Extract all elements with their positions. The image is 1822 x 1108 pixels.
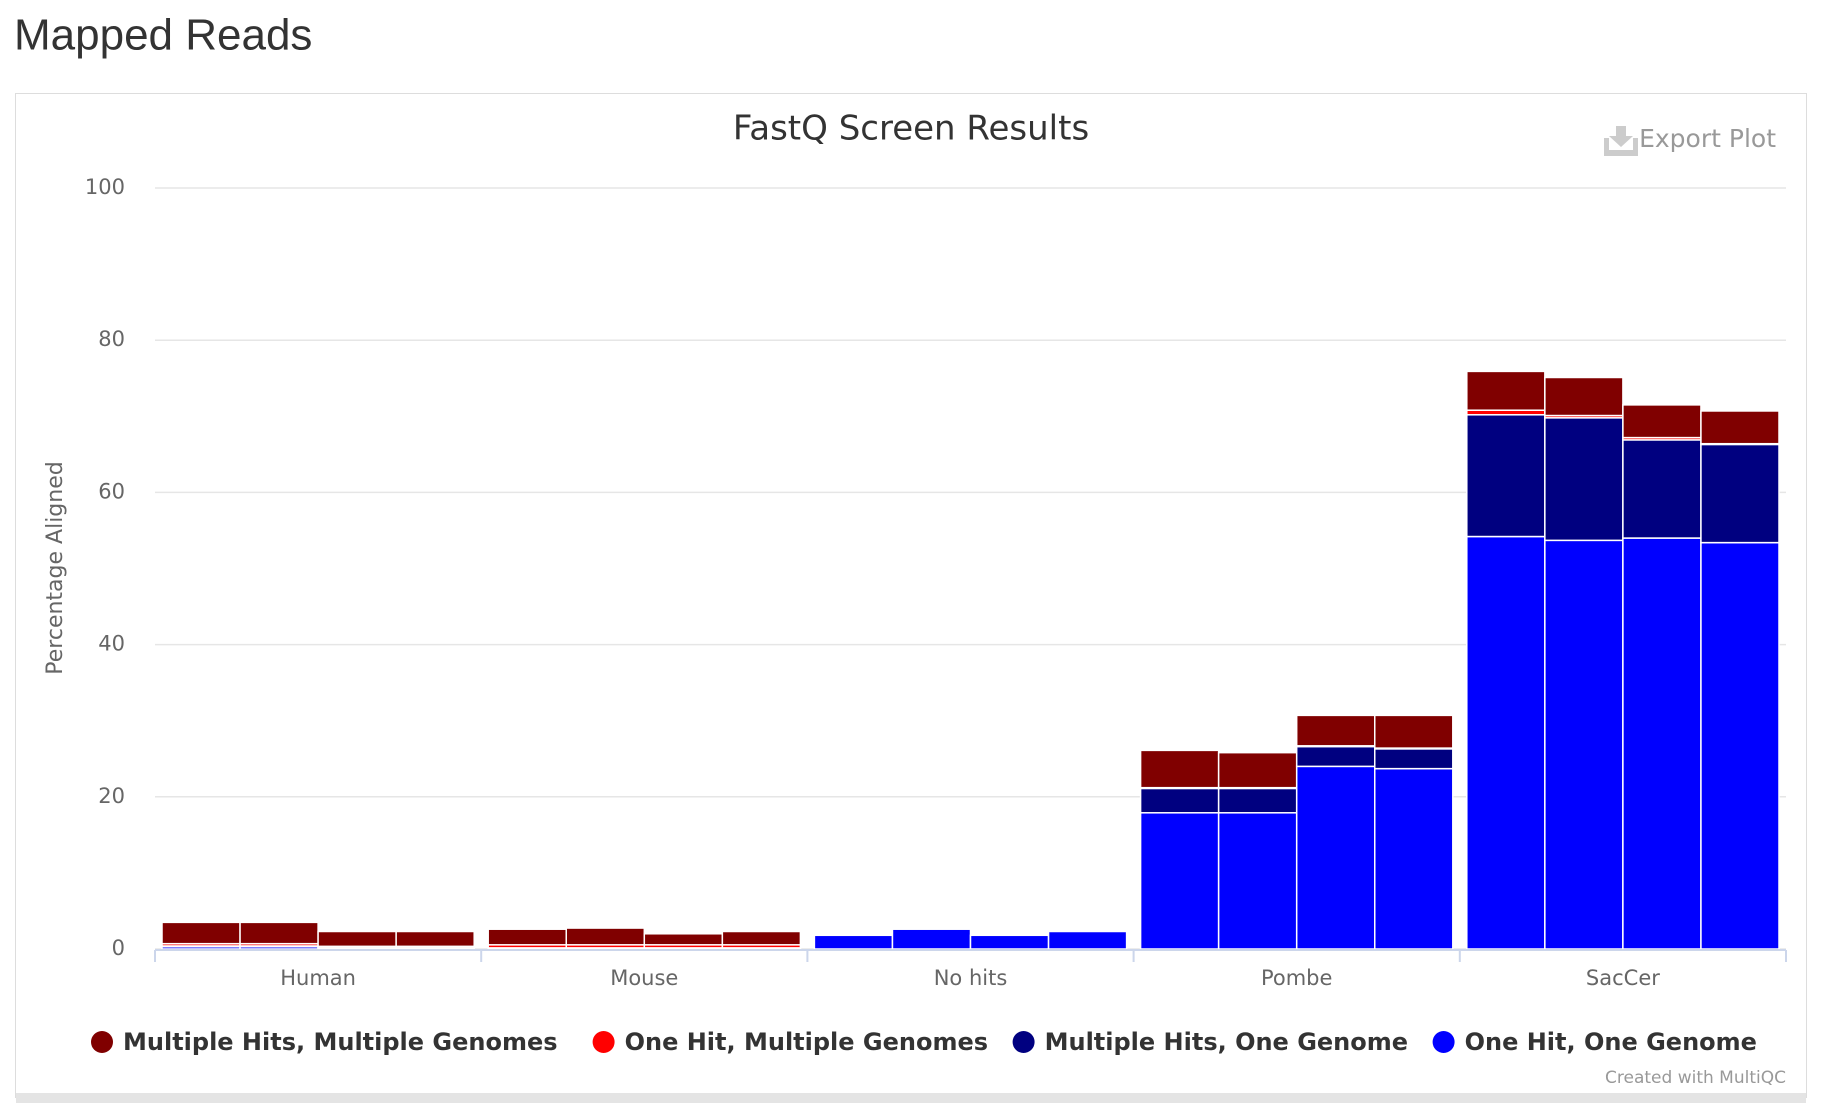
bar-segment [1217, 812, 1298, 950]
legend-label[interactable]: Multiple Hits, One Genome [1045, 1028, 1408, 1056]
bar-segment [1466, 535, 1546, 950]
bar-segment [395, 930, 475, 948]
bar-segment [1295, 765, 1376, 950]
export-button[interactable]: Export Plot [1639, 124, 1776, 153]
legend-label[interactable]: Multiple Hits, Multiple Genomes [123, 1028, 558, 1056]
bar-segment [891, 928, 972, 950]
bar-segment [1466, 370, 1546, 411]
bar-segment [813, 934, 894, 950]
bar-segment [1047, 930, 1128, 950]
y-tick-label: 20 [98, 784, 125, 808]
bar-segment [1544, 539, 1624, 950]
bar-segment [239, 921, 319, 945]
bar-segment [721, 930, 802, 946]
bar-segment [1622, 537, 1702, 950]
legend-marker [1012, 1031, 1035, 1053]
legend-marker [91, 1031, 113, 1053]
x-tick-label: Mouse [610, 966, 678, 990]
legend-label[interactable]: One Hit, Multiple Genomes [625, 1028, 988, 1056]
bar-segment [161, 921, 241, 945]
bar-segment [1544, 417, 1624, 542]
bar-segment [1374, 767, 1454, 950]
y-tick-label: 100 [85, 175, 125, 199]
bar-segment [1544, 376, 1624, 417]
legend-marker [1432, 1031, 1455, 1053]
credit: Created with MultiQC [1605, 1068, 1786, 1088]
bar-segment [1217, 751, 1298, 789]
bar-segment [969, 934, 1050, 950]
y-axis-label: Percentage Aligned [43, 461, 68, 674]
bar-segment [1622, 404, 1702, 439]
bar-segment [1295, 745, 1376, 768]
export-icon[interactable] [1604, 126, 1638, 156]
bar-segment [1217, 787, 1298, 814]
bar-segment [1374, 714, 1454, 749]
x-tick-label: Pombe [1261, 966, 1332, 990]
bar-segment [1139, 749, 1220, 789]
chart-title: FastQ Screen Results [733, 109, 1089, 149]
x-tick-label: No hits [934, 966, 1008, 990]
bar-segment [1466, 414, 1546, 538]
bar-segment [1700, 410, 1780, 445]
x-tick-label: Human [280, 966, 356, 990]
legend-marker [592, 1031, 615, 1053]
resize-bar[interactable] [16, 1093, 1806, 1103]
bar-segment [317, 930, 397, 948]
y-tick-label: 60 [98, 479, 125, 503]
legend-label[interactable]: One Hit, One Genome [1465, 1028, 1757, 1056]
y-tick-label: 40 [98, 632, 125, 656]
bar-segment [1139, 787, 1220, 814]
bar-segment [565, 927, 646, 946]
bar-segment [1139, 812, 1220, 950]
bar-segment [1295, 714, 1376, 747]
x-tick-label: SacCer [1586, 966, 1660, 990]
bar-segment [487, 928, 568, 946]
y-tick-label: 0 [112, 936, 125, 960]
y-tick-label: 80 [98, 327, 125, 351]
bar-segment [1700, 541, 1780, 950]
bar-segment [1374, 748, 1454, 770]
bar-segment [1700, 443, 1780, 544]
bar-segment [643, 933, 724, 946]
bar-segment [1622, 439, 1702, 539]
heading: Mapped Reads [14, 11, 312, 60]
